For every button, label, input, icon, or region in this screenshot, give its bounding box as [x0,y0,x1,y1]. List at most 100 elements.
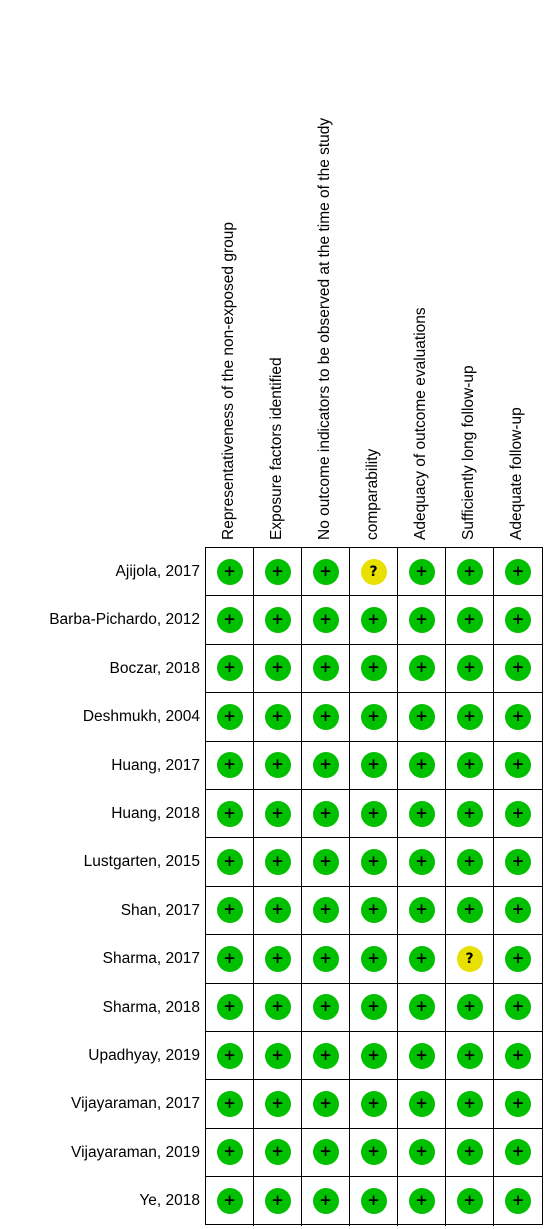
domain-header-label: Adequacy of outcome evaluations [412,307,429,540]
judgement-cell: + [254,741,302,790]
judgement-cell: + [494,645,542,694]
low-risk-icon: + [264,1091,291,1118]
judgement-cell: + [350,838,398,887]
judgement-cell: + [350,1177,398,1226]
judgement-cell: + [206,1128,254,1178]
judgement-cell: + [302,886,350,936]
judgement-cell: + [494,1032,542,1081]
judgement-cell: + [494,1080,542,1129]
judgement-cell: ? [350,548,398,597]
low-risk-icon: + [408,655,435,682]
judgement-cell: + [350,935,398,984]
judgement-cell: + [350,1032,398,1081]
judgement-cell: + [494,1129,542,1178]
judgement-cell: + [350,693,398,742]
low-risk-icon: + [408,752,435,779]
judgement-cell: + [494,693,542,742]
low-risk-icon: + [505,800,531,827]
judgement-cell: + [206,838,254,887]
judgement-cell: + [446,886,494,936]
low-risk-icon: + [312,800,339,827]
judgement-cell: + [302,644,350,694]
low-risk-icon: + [360,1042,387,1069]
judgement-cell: + [302,548,350,597]
judgement-cell: + [494,935,542,984]
judgement-cell: + [446,1128,494,1178]
low-risk-icon: + [216,1091,243,1118]
judgement-cell: + [350,1080,398,1129]
low-risk-icon: + [264,1042,291,1069]
domain-header: Adequate follow-up [507,0,527,540]
low-risk-icon: + [456,897,483,924]
judgement-cell: + [206,1080,254,1129]
low-risk-icon: + [456,703,483,730]
low-risk-icon: + [505,1091,531,1118]
judgement-cell: + [206,886,254,936]
low-risk-icon: + [216,655,243,682]
judgement-cell: + [254,596,302,645]
judgement-cell: + [254,693,302,742]
judgement-cell: + [254,838,302,887]
judgement-cell: + [350,790,398,839]
judgement-cell: + [446,1080,494,1129]
judgement-cell: + [398,741,446,790]
judgement-cell: + [254,790,302,839]
low-risk-icon: + [312,1042,339,1069]
low-risk-icon: + [264,1139,291,1166]
judgement-cell: + [302,790,350,839]
low-risk-icon: + [360,897,387,924]
low-risk-icon: + [456,800,483,827]
judgement-cell: + [494,548,542,597]
judgement-cell: + [254,1177,302,1226]
low-risk-icon: + [408,800,435,827]
judgement-cell: + [206,983,254,1032]
domain-header-label: Representativeness of the non-exposed gr… [220,222,237,540]
low-risk-icon: + [216,994,243,1021]
low-risk-icon: + [408,607,435,634]
low-risk-icon: + [360,994,387,1021]
judgement-cell: + [398,1080,446,1129]
study-label: Vijayaraman, 2019 [71,1143,200,1161]
judgement-cell: + [302,1128,350,1178]
domain-header: Adequacy of outcome evaluations [411,0,431,540]
judgement-cell: + [302,693,350,742]
low-risk-icon: + [264,1188,291,1215]
low-risk-icon: + [505,945,531,972]
low-risk-icon: + [360,945,387,972]
judgement-cell: + [254,983,302,1032]
domain-header-label: Exposure factors identified [268,357,285,540]
low-risk-icon: + [505,703,531,730]
low-risk-icon: + [505,1188,531,1215]
low-risk-icon: + [216,1139,243,1166]
low-risk-icon: + [312,945,339,972]
judgement-cell: + [446,548,494,597]
low-risk-icon: + [456,752,483,779]
low-risk-icon: + [505,897,531,924]
judgement-cell: + [446,1032,494,1081]
judgement-cell: + [302,596,350,645]
judgement-cell: + [206,935,254,984]
domain-header: No outcome indicators to be observed at … [315,0,335,540]
judgement-cell: + [494,838,542,887]
judgement-cell: + [398,1177,446,1226]
judgement-cell: + [206,596,254,645]
low-risk-icon: + [505,1139,531,1166]
judgement-cell: + [446,838,494,887]
judgement-cell: + [302,983,350,1032]
low-risk-icon: + [456,1188,483,1215]
low-risk-icon: + [216,945,243,972]
low-risk-icon: + [264,897,291,924]
judgement-cell: + [398,1128,446,1178]
low-risk-icon: + [408,1091,435,1118]
low-risk-icon: + [216,607,243,634]
study-label: Ajijola, 2017 [115,563,200,580]
domain-header: Exposure factors identified [267,0,287,540]
judgement-cell: + [398,1032,446,1081]
study-label: Sharma, 2017 [102,950,200,968]
judgement-cell: + [446,644,494,694]
low-risk-icon: + [216,558,243,585]
low-risk-icon: + [505,994,531,1021]
judgement-cell: + [398,548,446,597]
judgement-cell: + [206,548,254,597]
low-risk-icon: + [408,1042,435,1069]
